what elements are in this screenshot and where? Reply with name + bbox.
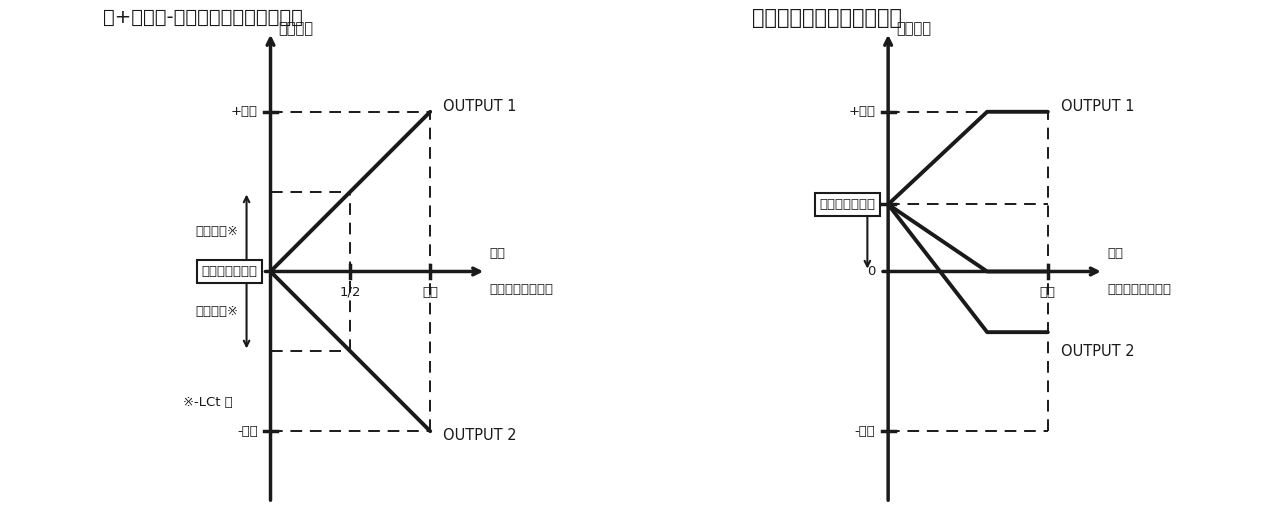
Text: バイアス※: バイアス※ <box>196 225 238 238</box>
Text: コントロール電圧: コントロール電圧 <box>489 282 553 296</box>
Text: -定格: -定格 <box>855 425 876 438</box>
Text: 出力電圧: 出力電圧 <box>279 21 314 36</box>
Text: OUTPUT 2: OUTPUT 2 <box>443 428 517 444</box>
Text: +定格: +定格 <box>230 105 257 118</box>
Text: 外部: 外部 <box>489 247 506 260</box>
Text: センタータップ: センタータップ <box>819 198 876 211</box>
Text: 定格: 定格 <box>1039 286 1056 299</box>
Text: （+）と（-）を同時に出力します。: （+）と（-）を同時に出力します。 <box>102 8 302 27</box>
Text: コントロール電圧: コントロール電圧 <box>1107 282 1171 296</box>
Text: OUTPUT 1: OUTPUT 1 <box>1061 100 1134 114</box>
Text: -定格: -定格 <box>237 425 257 438</box>
Text: バイアス※: バイアス※ <box>196 305 238 318</box>
Text: センタータップバイアス例: センタータップバイアス例 <box>753 8 902 28</box>
Text: OUTPUT 1: OUTPUT 1 <box>443 100 516 114</box>
Text: 外部: 外部 <box>1107 247 1123 260</box>
Text: 0: 0 <box>867 265 876 278</box>
Text: 出力電圧: 出力電圧 <box>896 21 931 36</box>
Text: 定格: 定格 <box>422 286 438 299</box>
Text: OUTPUT 2: OUTPUT 2 <box>1061 344 1134 359</box>
Text: 1/2: 1/2 <box>339 286 361 299</box>
Text: センタータップ: センタータップ <box>202 265 257 278</box>
Text: ※-LCt 時: ※-LCt 時 <box>183 396 233 409</box>
Text: +定格: +定格 <box>849 105 876 118</box>
